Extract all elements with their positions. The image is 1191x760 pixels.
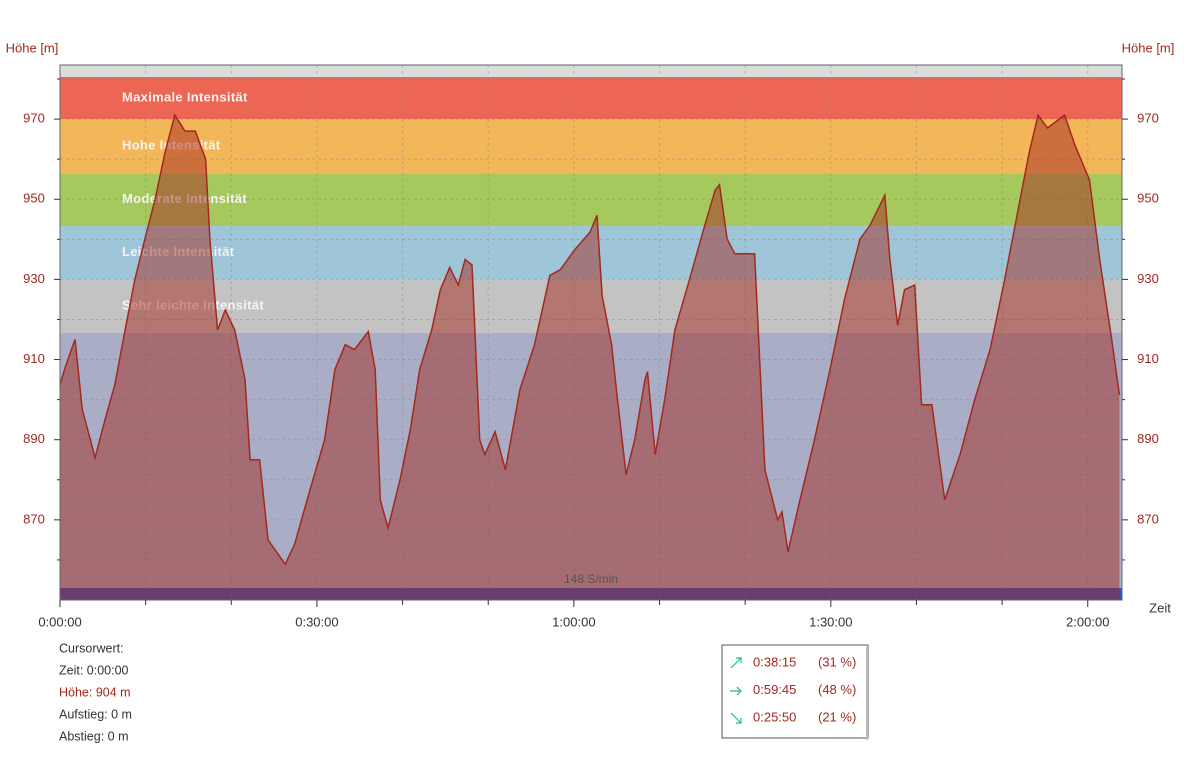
intensity-band bbox=[60, 65, 1122, 78]
x-tick-label: 0:30:00 bbox=[295, 614, 338, 629]
cursor-info: Aufstieg: 0 m bbox=[59, 707, 132, 721]
summary-box bbox=[721, 644, 869, 739]
y2-axis-label: Höhe [m] bbox=[1122, 40, 1175, 55]
elevation-area bbox=[60, 115, 1120, 600]
cursor-info: Höhe: 904 m bbox=[59, 685, 131, 699]
x-tick-label: 1:30:00 bbox=[809, 614, 852, 629]
band-label: Maximale Intensität bbox=[122, 89, 248, 104]
elevation-line bbox=[59, 113, 1121, 566]
summary-percent: (31 %) bbox=[818, 654, 856, 669]
cadence-label: 148 S/min bbox=[564, 572, 618, 586]
summary-percent: (21 %) bbox=[818, 709, 856, 724]
intensity-band bbox=[60, 119, 1122, 174]
y-tick-label: 930 bbox=[23, 271, 45, 286]
x-tick-label: 0:00:00 bbox=[38, 614, 81, 629]
summary-time: 0:38:15 bbox=[753, 654, 796, 669]
y-axis-label: Höhe [m] bbox=[6, 40, 59, 55]
plot-frame bbox=[59, 64, 1123, 601]
y-tick-label: 970 bbox=[23, 111, 45, 126]
y2-tick-label: 870 bbox=[1137, 511, 1159, 526]
y2-tick-label: 970 bbox=[1137, 111, 1159, 126]
summary-icons bbox=[730, 657, 742, 724]
y-tick-label: 870 bbox=[23, 511, 45, 526]
x-tick-label: 2:00:00 bbox=[1066, 614, 1109, 629]
y-tick-label: 890 bbox=[23, 431, 45, 446]
y2-tick-label: 930 bbox=[1137, 271, 1159, 286]
intensity-band bbox=[60, 77, 1122, 120]
y-tick-label: 910 bbox=[23, 351, 45, 366]
intensity-band bbox=[60, 173, 1122, 227]
cursor-info: Cursorwert: bbox=[59, 641, 124, 655]
summary-percent: (48 %) bbox=[818, 682, 856, 697]
x-axis-label: Zeit bbox=[1149, 600, 1171, 615]
summary-time: 0:25:50 bbox=[753, 709, 796, 724]
x-tick-label: 1:00:00 bbox=[552, 614, 595, 629]
y-tick-label: 950 bbox=[23, 191, 45, 206]
y2-tick-label: 910 bbox=[1137, 351, 1159, 366]
cursor-info: Zeit: 0:00:00 bbox=[59, 663, 129, 677]
summary-time: 0:59:45 bbox=[753, 682, 796, 697]
plot-area: Maximale IntensitätHohe IntensitätModera… bbox=[59, 65, 1122, 600]
y2-tick-label: 950 bbox=[1137, 191, 1159, 206]
cursor-info: Abstieg: 0 m bbox=[59, 729, 128, 743]
y2-tick-label: 890 bbox=[1137, 431, 1159, 446]
